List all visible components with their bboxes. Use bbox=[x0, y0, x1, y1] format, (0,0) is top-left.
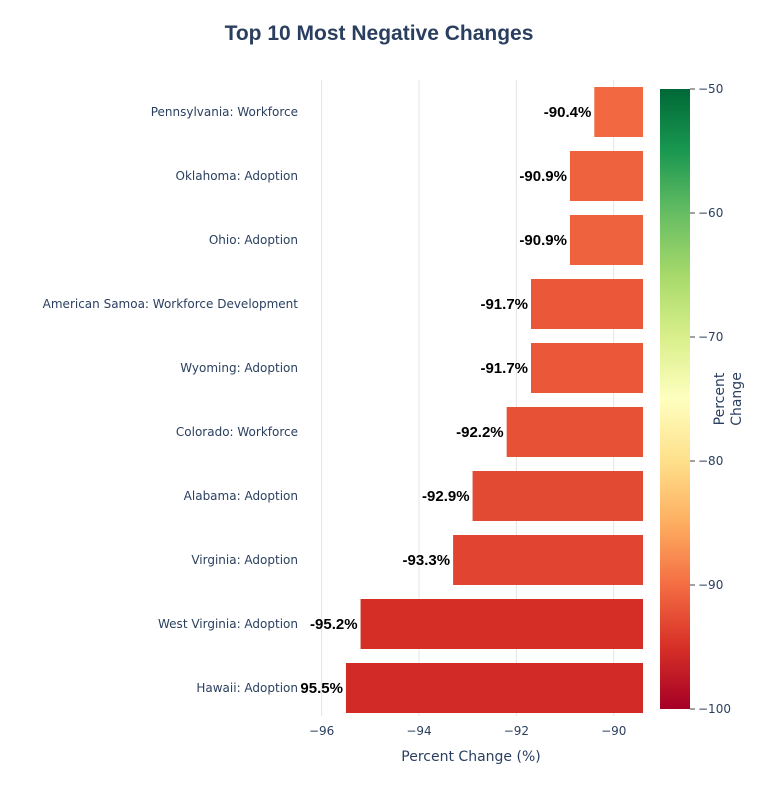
category-label: Oklahoma: Adoption bbox=[176, 169, 299, 183]
bar bbox=[594, 87, 643, 137]
category-label: Colorado: Workforce bbox=[176, 425, 298, 439]
bar bbox=[345, 663, 643, 713]
colorbar-tick-label: −80 bbox=[698, 454, 723, 468]
colorbar-tick-label: −70 bbox=[698, 330, 723, 344]
chart-title: Top 10 Most Negative Changes bbox=[225, 22, 534, 45]
x-axis-title: Percent Change (%) bbox=[401, 749, 540, 765]
category-label: West Virginia: Adoption bbox=[158, 617, 298, 631]
bar-data-label: 95.5% bbox=[300, 680, 343, 697]
bar-data-label: -92.2% bbox=[456, 424, 504, 441]
bar bbox=[531, 343, 643, 393]
x-tick-label: −94 bbox=[406, 724, 431, 738]
bar-data-label: -90.9% bbox=[519, 168, 567, 185]
colorbar-tick-label: −60 bbox=[698, 206, 723, 220]
category-label: Hawaii: Adoption bbox=[196, 681, 298, 695]
bar-data-label: -93.3% bbox=[403, 552, 451, 569]
colorbar-title-line: Percent bbox=[712, 372, 728, 425]
category-label: Alabama: Adoption bbox=[184, 489, 298, 503]
bar-data-label: -91.7% bbox=[480, 360, 528, 377]
colorbar-tick-label: −90 bbox=[698, 578, 723, 592]
bar-data-label: -95.2% bbox=[310, 616, 358, 633]
colorbar-title-line: Change bbox=[729, 372, 745, 426]
colorbar-tick-label: −50 bbox=[698, 82, 723, 96]
colorbar-tick-label: −100 bbox=[698, 702, 731, 716]
x-tick-label: −92 bbox=[504, 724, 529, 738]
bars bbox=[345, 87, 643, 713]
bar-data-labels: -90.4% -90.9% -90.9% -91.7% -91.7% -92.2% -92.… bbox=[300, 104, 591, 697]
category-label: Pennsylvania: Workforce bbox=[151, 105, 298, 119]
bar bbox=[506, 407, 643, 457]
bar bbox=[531, 279, 643, 329]
x-tick-label: −96 bbox=[309, 724, 334, 738]
bar bbox=[472, 471, 643, 521]
bar bbox=[360, 599, 643, 649]
bar-data-label: -90.4% bbox=[544, 104, 592, 121]
bar-data-label: -90.9% bbox=[519, 232, 567, 249]
category-label: Ohio: Adoption bbox=[209, 233, 298, 247]
colorbar-title: Percent Change bbox=[712, 372, 745, 426]
category-labels: Pennsylvania: Workforce Oklahoma: Adoptio… bbox=[43, 105, 299, 695]
colorbar: −50 −60 −70 −80 −90 −100 Percent Change bbox=[660, 82, 745, 716]
bar bbox=[569, 215, 643, 265]
x-tick-labels: −96 −94 −92 −90 bbox=[309, 724, 627, 738]
bar-data-label: -91.7% bbox=[480, 296, 528, 313]
category-label: Virginia: Adoption bbox=[191, 553, 298, 567]
x-tick-label: −90 bbox=[601, 724, 626, 738]
category-label: Wyoming: Adoption bbox=[180, 361, 298, 375]
bar bbox=[453, 535, 643, 585]
bar bbox=[569, 151, 643, 201]
bar-data-label: -92.9% bbox=[422, 488, 470, 505]
category-label: American Samoa: Workforce Development bbox=[43, 297, 299, 311]
colorbar-gradient bbox=[660, 89, 690, 709]
